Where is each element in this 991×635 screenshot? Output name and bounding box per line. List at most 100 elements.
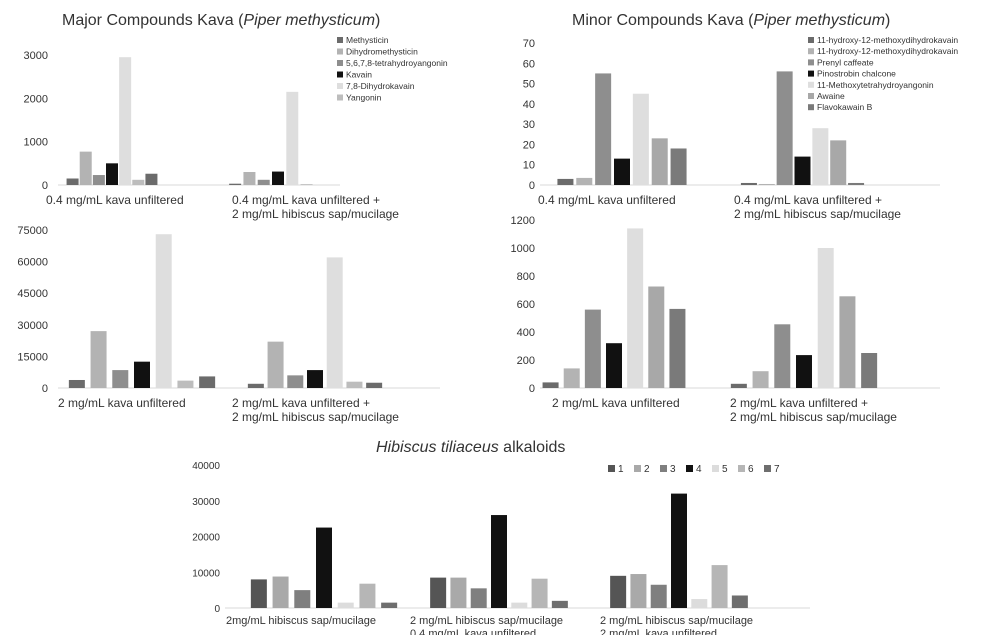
bar <box>651 138 668 185</box>
y-tick-label: 200 <box>517 355 535 367</box>
y-tick-label: 0 <box>529 180 535 192</box>
chart-major-04: 0 1000 2000 3000 0.4 mg/mL kava unfiltered 0.… <box>24 35 448 221</box>
category-label: 0.4 mg/mL kava unfiltered <box>410 628 536 635</box>
category-label: 2 mg/mL kava unfiltered + <box>730 396 868 410</box>
legend-label: Flavokawain B <box>817 102 873 112</box>
bar <box>366 382 383 388</box>
y-tick-label: 1000 <box>511 243 535 255</box>
y-tick-label: 70 <box>523 38 535 50</box>
legend-swatch <box>337 71 343 78</box>
hibiscus-title: Hibiscus tiliaceus alkaloids <box>376 439 566 456</box>
legend-label: 7 <box>774 464 780 475</box>
bar <box>132 179 145 185</box>
bar <box>199 376 216 388</box>
category-label: 2 mg/mL hibiscus sap/mucilage <box>232 410 399 424</box>
legend-swatch <box>608 465 615 472</box>
bar <box>307 370 323 388</box>
legend-swatch <box>764 465 771 472</box>
y-tick-label: 30000 <box>192 497 220 508</box>
legend-swatch <box>660 465 667 472</box>
bar <box>731 595 748 608</box>
bar <box>470 588 487 608</box>
y-tick-label: 40000 <box>192 461 220 472</box>
legend-swatch <box>808 81 814 88</box>
bar <box>861 353 878 388</box>
bar <box>337 602 354 608</box>
legend-swatch <box>686 465 693 472</box>
bar <box>381 602 398 608</box>
bar <box>670 148 687 185</box>
bar <box>359 583 376 608</box>
bar <box>630 574 647 608</box>
category-label: 2 mg/mL kava unfiltered <box>58 396 186 410</box>
bar <box>145 173 158 185</box>
category-label: 2 mg/mL kava unfiltered <box>600 628 717 635</box>
legend-label: Yangonin <box>346 93 382 103</box>
category-label: 2 mg/mL kava unfiltered <box>552 396 680 410</box>
y-tick-label: 75000 <box>17 225 48 237</box>
category-label: 2 mg/mL hibiscus sap/mucilage <box>410 615 563 627</box>
legend-swatch <box>337 48 343 55</box>
y-tick-label: 40 <box>523 99 535 111</box>
legend-swatch <box>337 60 343 66</box>
y-tick-label: 600 <box>517 299 535 311</box>
chart-minor-04: 0 10 20 30 40 50 60 70 0.4 mg/mL kava unfiltered… <box>523 35 959 220</box>
bar <box>450 577 467 608</box>
bar <box>92 175 105 185</box>
bar <box>267 341 284 388</box>
bar <box>848 182 865 185</box>
bar <box>606 343 622 388</box>
bar <box>627 228 644 388</box>
bar <box>79 151 92 185</box>
y-tick-label: 60 <box>523 58 535 70</box>
bar <box>247 383 264 388</box>
legend-label: Pinostrobin chalcone <box>817 69 896 79</box>
y-tick-label: 15000 <box>17 351 48 363</box>
legend-label: 5 <box>722 464 728 475</box>
bar <box>563 368 580 388</box>
bar <box>576 177 593 185</box>
bar <box>430 577 447 608</box>
legend-label: Methysticin <box>346 35 389 45</box>
y-tick-label: 1200 <box>511 215 535 227</box>
bar <box>491 515 507 608</box>
bar <box>326 257 343 388</box>
y-tick-label: 20000 <box>192 533 220 544</box>
bar <box>112 370 129 388</box>
legend-label: Dihydromethysticin <box>346 47 418 57</box>
bar <box>730 383 747 388</box>
legend-label: 11-hydroxy-12-methoxydihydrokavain <box>817 46 958 56</box>
legend-label: 2 <box>644 464 650 475</box>
bar <box>250 579 267 608</box>
legend-swatch <box>337 94 343 101</box>
bar <box>632 93 649 185</box>
legend-swatch <box>634 465 641 472</box>
chart-minor-2: 0 200 400 600 800 1000 1200 2 mg/mL kava unfilt… <box>511 215 940 424</box>
legend-swatch <box>808 37 814 43</box>
bar <box>531 578 548 608</box>
category-label: 0.4 mg/mL kava unfiltered <box>538 193 676 207</box>
legend-swatch <box>808 70 814 77</box>
bar <box>272 576 289 608</box>
bar <box>776 71 793 185</box>
bar <box>614 158 630 185</box>
legend-swatch <box>808 104 814 111</box>
legend-swatch <box>808 48 814 55</box>
bar <box>300 184 313 185</box>
bar <box>758 183 775 185</box>
y-tick-label: 400 <box>517 327 535 339</box>
legend-label: Kavain <box>346 70 372 80</box>
bar <box>650 584 667 608</box>
category-label: 2 mg/mL kava unfiltered + <box>232 396 370 410</box>
bar <box>669 308 686 388</box>
chart-hibiscus: 0 10000 20000 30000 40000 2mg/mL hibiscus sap… <box>192 461 810 635</box>
category-label: 2 mg/mL hibiscus sap/mucilage <box>600 615 753 627</box>
y-tick-label: 50 <box>523 79 535 91</box>
legend-label: 11-Methoxytetrahydroyangonin <box>817 80 934 90</box>
bar <box>817 248 834 388</box>
category-label: 2 mg/mL hibiscus sap/mucilage <box>730 410 897 424</box>
legend-label: 5,6,7,8-tetrahydroyangonin <box>346 58 448 68</box>
bar <box>774 324 791 388</box>
bar <box>66 178 79 185</box>
bar <box>243 172 256 185</box>
